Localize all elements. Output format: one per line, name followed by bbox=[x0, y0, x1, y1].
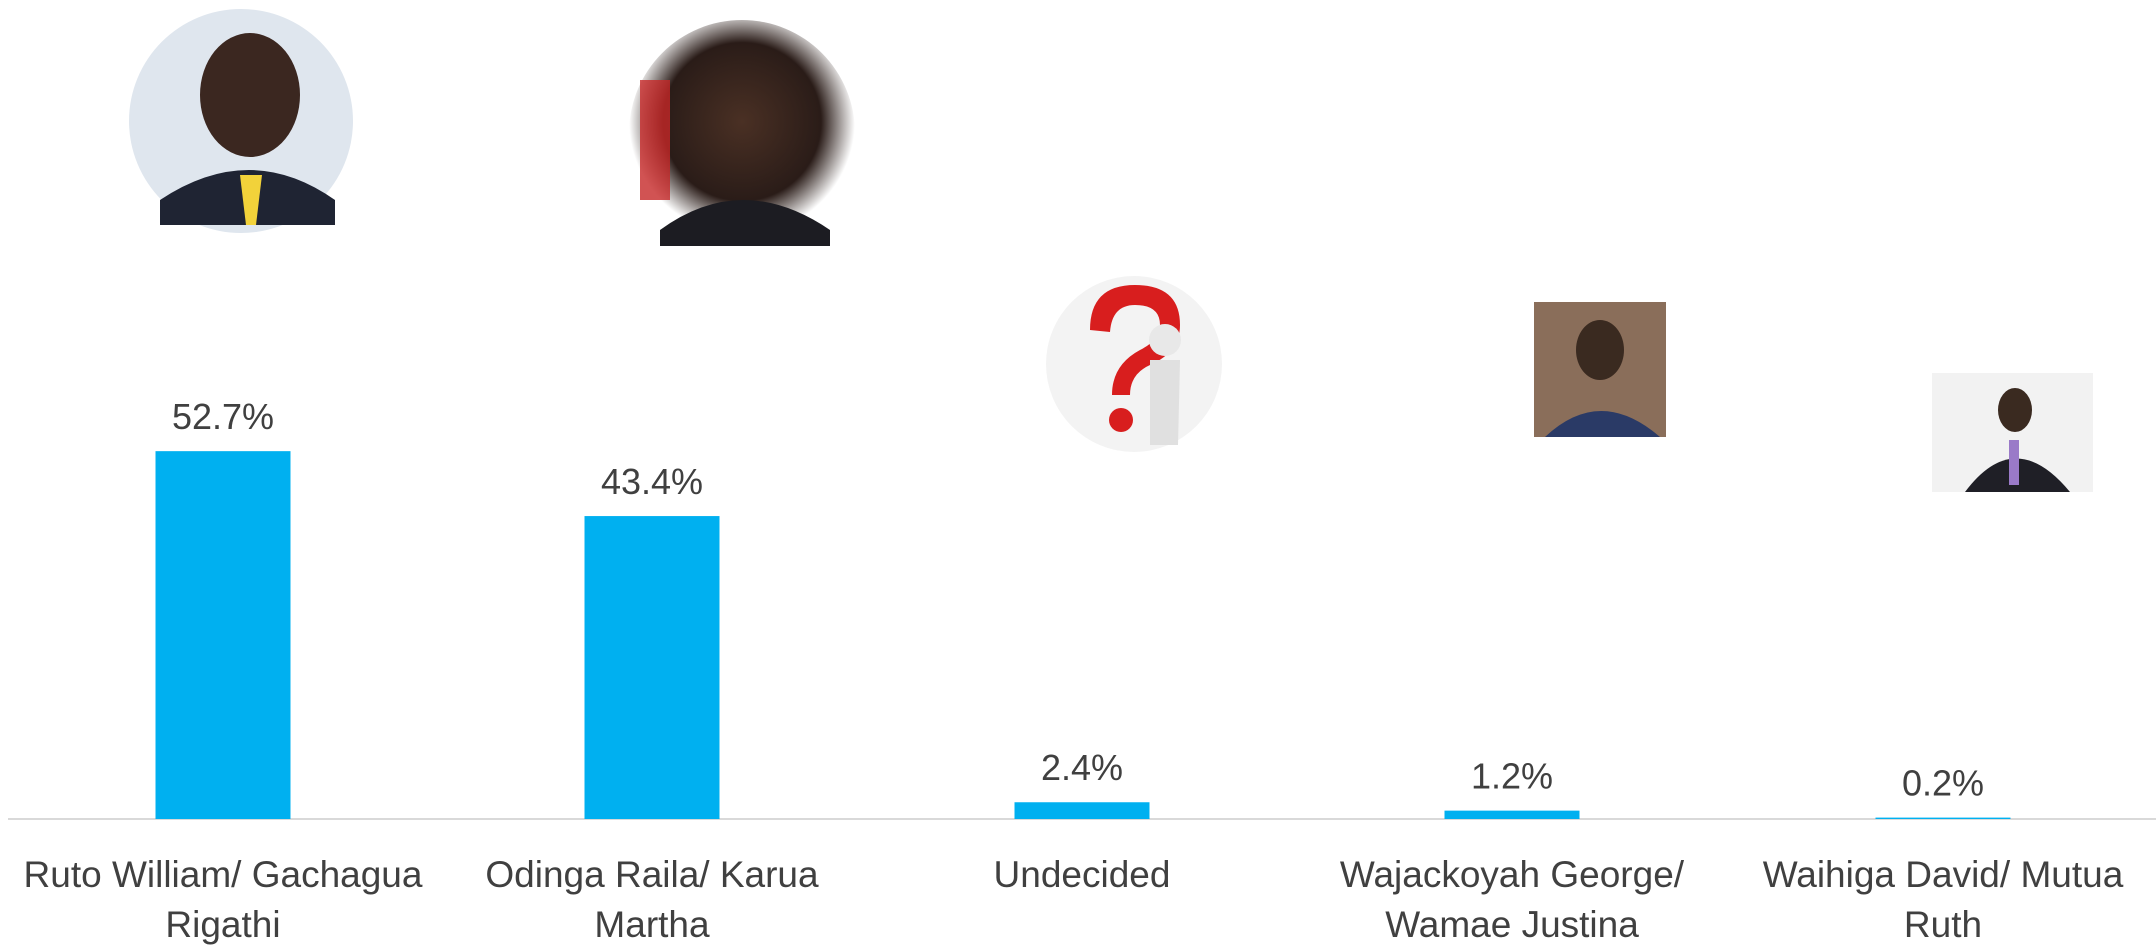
value-label: 1.2% bbox=[1471, 756, 1553, 797]
value-label: 52.7% bbox=[172, 396, 274, 437]
bar bbox=[1875, 817, 2011, 819]
photo-wajackoyah bbox=[1534, 302, 1666, 437]
bar bbox=[1014, 802, 1150, 819]
value-label: 43.4% bbox=[601, 461, 703, 502]
category-label: Waihiga David/ Mutua Ruth bbox=[1762, 854, 2124, 945]
value-label: 2.4% bbox=[1041, 747, 1123, 788]
bar bbox=[584, 516, 720, 819]
value-label: 0.2% bbox=[1902, 763, 1984, 804]
category-label: Undecided bbox=[993, 854, 1171, 895]
photo-ruto bbox=[129, 9, 353, 233]
category-label: Ruto William/ Gachagua Rigathi bbox=[23, 854, 423, 945]
bar bbox=[1444, 810, 1580, 819]
bar bbox=[155, 451, 291, 819]
category-label: Wajackoyah George/ Wamae Justina bbox=[1339, 854, 1685, 945]
photo-odinga bbox=[629, 20, 855, 246]
photo-waihiga bbox=[1932, 373, 2093, 492]
question-mark-icon bbox=[1046, 276, 1222, 452]
category-label: Odinga Raila/ Karua Martha bbox=[485, 854, 819, 945]
